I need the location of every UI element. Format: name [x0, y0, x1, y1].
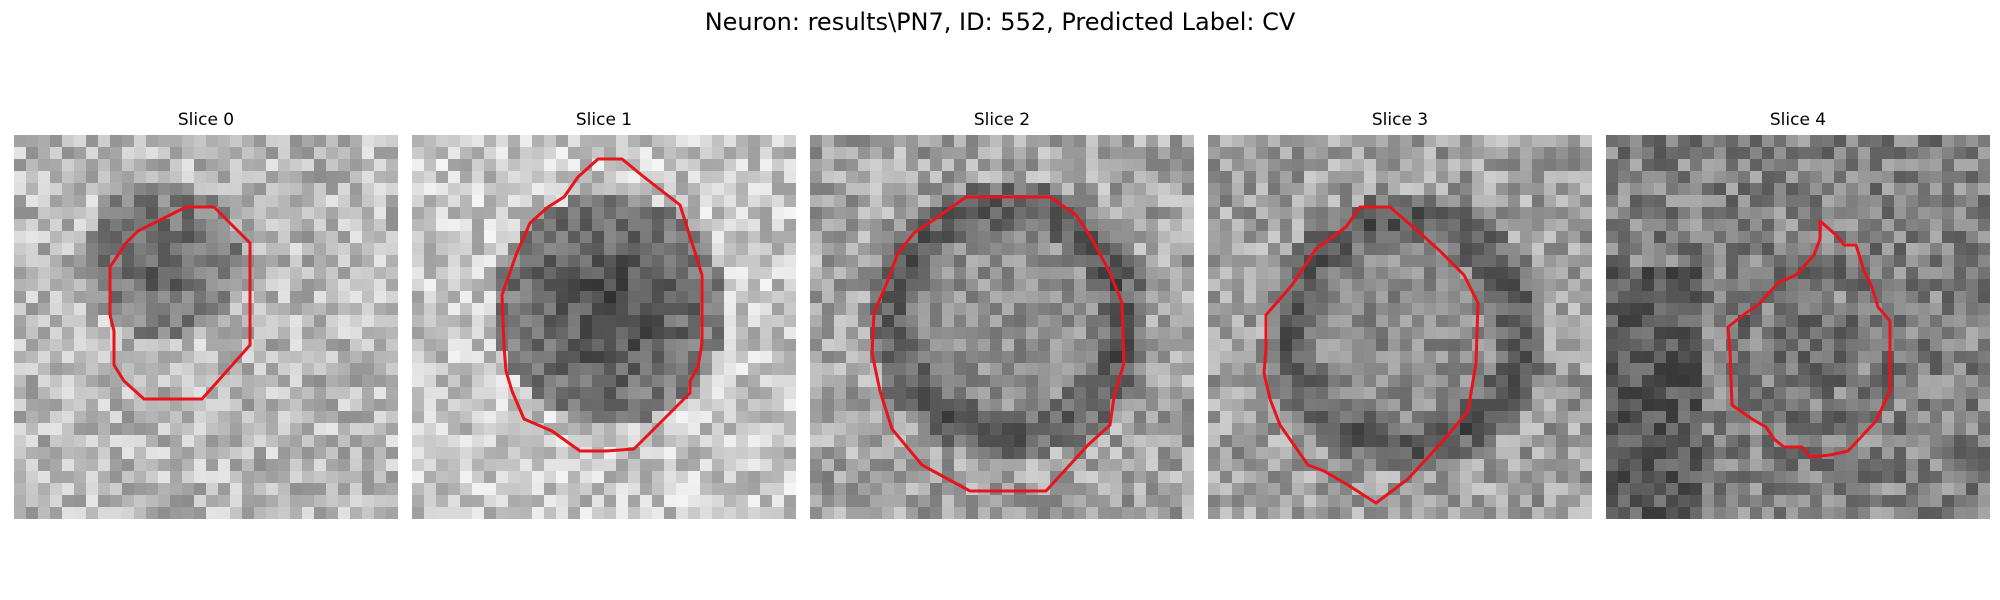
segmentation-contour: [500, 157, 704, 453]
panel-slice-4: Slice 4: [1606, 108, 1990, 519]
panel-title: Slice 0: [177, 110, 235, 130]
pixel-grid: [14, 135, 398, 519]
panel-slice-1: Slice 1: [412, 108, 796, 519]
panel-slice-0: Slice 0: [14, 108, 398, 519]
slice-3-image: [1208, 135, 1592, 519]
pixel-grid: [1606, 135, 1990, 519]
slice-4-image: [1606, 135, 1990, 519]
pixel-grid: [1208, 135, 1592, 519]
segmentation-contour: [1262, 205, 1480, 505]
panel-slice-3: Slice 3: [1208, 108, 1592, 519]
panel-title: Slice 2: [973, 110, 1031, 130]
figure-title: Neuron: results\PN7, ID: 552, Predicted …: [704, 8, 1296, 36]
panel-slice-2: Slice 2: [810, 108, 1194, 519]
pixel-grid: [412, 135, 796, 519]
panel-title: Slice 1: [575, 110, 633, 130]
panel-title: Slice 3: [1371, 110, 1429, 130]
segmentation-contour: [870, 195, 1126, 493]
pixel-grid: [810, 135, 1194, 519]
segmentation-contour: [1726, 219, 1892, 459]
slice-2-image: [810, 135, 1194, 519]
slice-0-image: [14, 135, 398, 519]
segmentation-contour: [108, 205, 252, 401]
panel-title: Slice 4: [1769, 110, 1827, 130]
slice-1-image: [412, 135, 796, 519]
